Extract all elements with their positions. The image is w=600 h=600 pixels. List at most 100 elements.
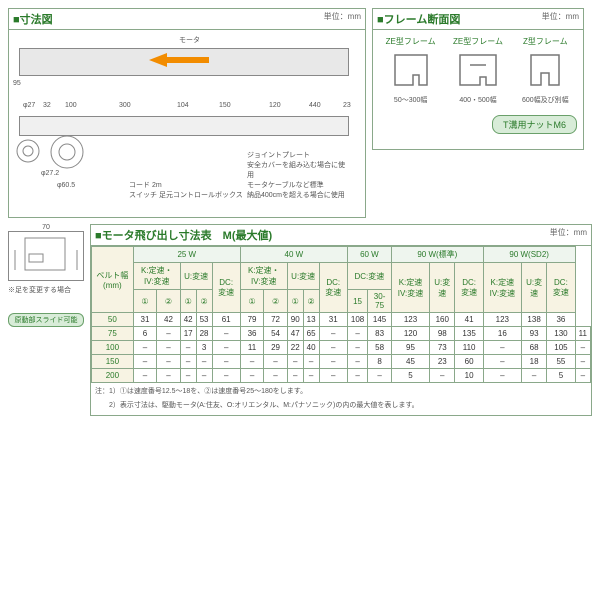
pulley-icon	[15, 138, 41, 164]
side-diagram: 70 ※足を変更する場合 原動部スライド可能	[8, 224, 84, 416]
d3: 300	[119, 102, 131, 109]
cell: –	[157, 327, 180, 341]
cell: –	[196, 355, 212, 369]
cell: 72	[264, 313, 287, 327]
cell: –	[157, 355, 180, 369]
row-header: 200	[92, 369, 134, 383]
conveyor-bar-plan	[19, 116, 349, 136]
cell: –	[240, 369, 263, 383]
motor-icon	[49, 134, 85, 170]
cell: –	[157, 369, 180, 383]
n6: ①	[287, 290, 303, 313]
dim-title-text: 寸法図	[20, 14, 53, 26]
cell: 29	[264, 341, 287, 355]
cell: –	[180, 341, 196, 355]
s40-4: DC:変速	[319, 263, 347, 313]
cell: 55	[547, 355, 575, 369]
d5: 150	[219, 102, 231, 109]
f2-sub: 600幅及び別幅	[512, 95, 579, 105]
cell: –	[212, 369, 240, 383]
g0: 25 W	[133, 247, 240, 263]
cell: 41	[455, 313, 483, 327]
cell: 145	[368, 313, 392, 327]
dimension-title: ■寸法図 単位：mm	[9, 9, 365, 30]
cell: 36	[547, 313, 575, 327]
cell: 79	[240, 313, 263, 327]
cell: 10	[455, 369, 483, 383]
bracket-icon	[9, 232, 83, 280]
row-header: 75	[92, 327, 134, 341]
frame-col: ZE型フレーム 400・500幅	[444, 36, 511, 105]
cell: –	[483, 369, 521, 383]
cell: –	[157, 341, 180, 355]
cell: –	[180, 369, 196, 383]
n2: ①	[180, 290, 196, 313]
g3: 90 W(標準)	[391, 247, 483, 263]
note-joint: ジョイントプレート	[247, 150, 347, 160]
cell: 53	[196, 313, 212, 327]
cell: 5	[391, 369, 429, 383]
cell: 98	[430, 327, 455, 341]
frame-shape-icon	[523, 49, 567, 93]
cross-title: ■フレーム断面図 単位：mm	[373, 9, 583, 30]
cell: –	[521, 369, 546, 383]
d12: φ60.5	[57, 182, 75, 189]
s90a-2: DC:変速	[455, 263, 483, 313]
cell: –	[368, 369, 392, 383]
row-header: 150	[92, 355, 134, 369]
n5: ②	[264, 290, 287, 313]
f0-label: ZE型フレーム	[377, 36, 444, 47]
table-row: 200––––––––––––5–10––5–	[92, 369, 591, 383]
n0: ①	[133, 290, 156, 313]
row-header: 100	[92, 341, 134, 355]
s25-2: U:変速	[180, 263, 212, 290]
s60-0: DC:変速	[347, 263, 391, 290]
n8: 15	[347, 290, 367, 313]
g1: 40 W	[240, 247, 347, 263]
table-row: 150–––––––––––8452360–1855–	[92, 355, 591, 369]
n3: ②	[196, 290, 212, 313]
cell: 47	[287, 327, 303, 341]
cell: –	[212, 355, 240, 369]
cell: –	[240, 355, 263, 369]
cell: 93	[521, 327, 546, 341]
d11: φ27.2	[41, 170, 59, 177]
direction-arrow	[149, 53, 209, 63]
frame-col: Z型フレーム 600幅及び別幅	[512, 36, 579, 105]
d4: 104	[177, 102, 189, 109]
f0-sub: 50～300幅	[377, 95, 444, 105]
cell: 83	[368, 327, 392, 341]
cell: –	[133, 369, 156, 383]
n1: ②	[157, 290, 180, 313]
table-row: 100–––3–11292240––589573110–68105–	[92, 341, 591, 355]
f1-label: ZE型フレーム	[444, 36, 511, 47]
g2: 60 W	[347, 247, 391, 263]
table-title-text: モータ飛び出し寸法表 M(最大値)	[102, 230, 273, 242]
cell: –	[180, 355, 196, 369]
dimension-diagram: モータ 95 φ27 32 100 300 104 150 120 440 23…	[9, 30, 365, 238]
cell: 42	[157, 313, 180, 327]
belt-header: ベルト幅 (mm)	[92, 247, 134, 313]
row-header: 50	[92, 313, 134, 327]
cell: 16	[483, 327, 521, 341]
table-note1: 注：1）①は速度番号12.5～18を、②は速度番号25～180をします。	[91, 383, 591, 401]
motor-label: モータ	[179, 35, 200, 45]
cell: 95	[391, 341, 429, 355]
cell: 5	[547, 369, 575, 383]
cell: 17	[180, 327, 196, 341]
cell: 3	[196, 341, 212, 355]
note-len: 納品400cmを超える場合に使用	[247, 190, 347, 200]
cell: 120	[391, 327, 429, 341]
note-cover: 安全カバーを組み込む場合に使用	[247, 160, 347, 180]
frame-shape-icon	[389, 49, 433, 93]
d0: φ27	[23, 102, 35, 109]
f2-label: Z型フレーム	[512, 36, 579, 47]
s25-4: DC:変速	[212, 263, 240, 313]
cross-section-panel: ■フレーム断面図 単位：mm ZE型フレーム 50～300幅 ZE型フレーム 4…	[372, 8, 584, 150]
cross-unit: 単位：mm	[542, 11, 579, 27]
table-row: 5031424253617972901331108145123160411231…	[92, 313, 591, 327]
motor-table: ベルト幅 (mm) 25 W 40 W 60 W 90 W(標準) 90 W(S…	[91, 246, 591, 383]
cell: 65	[303, 327, 319, 341]
cell: 68	[521, 341, 546, 355]
cell: –	[303, 369, 319, 383]
